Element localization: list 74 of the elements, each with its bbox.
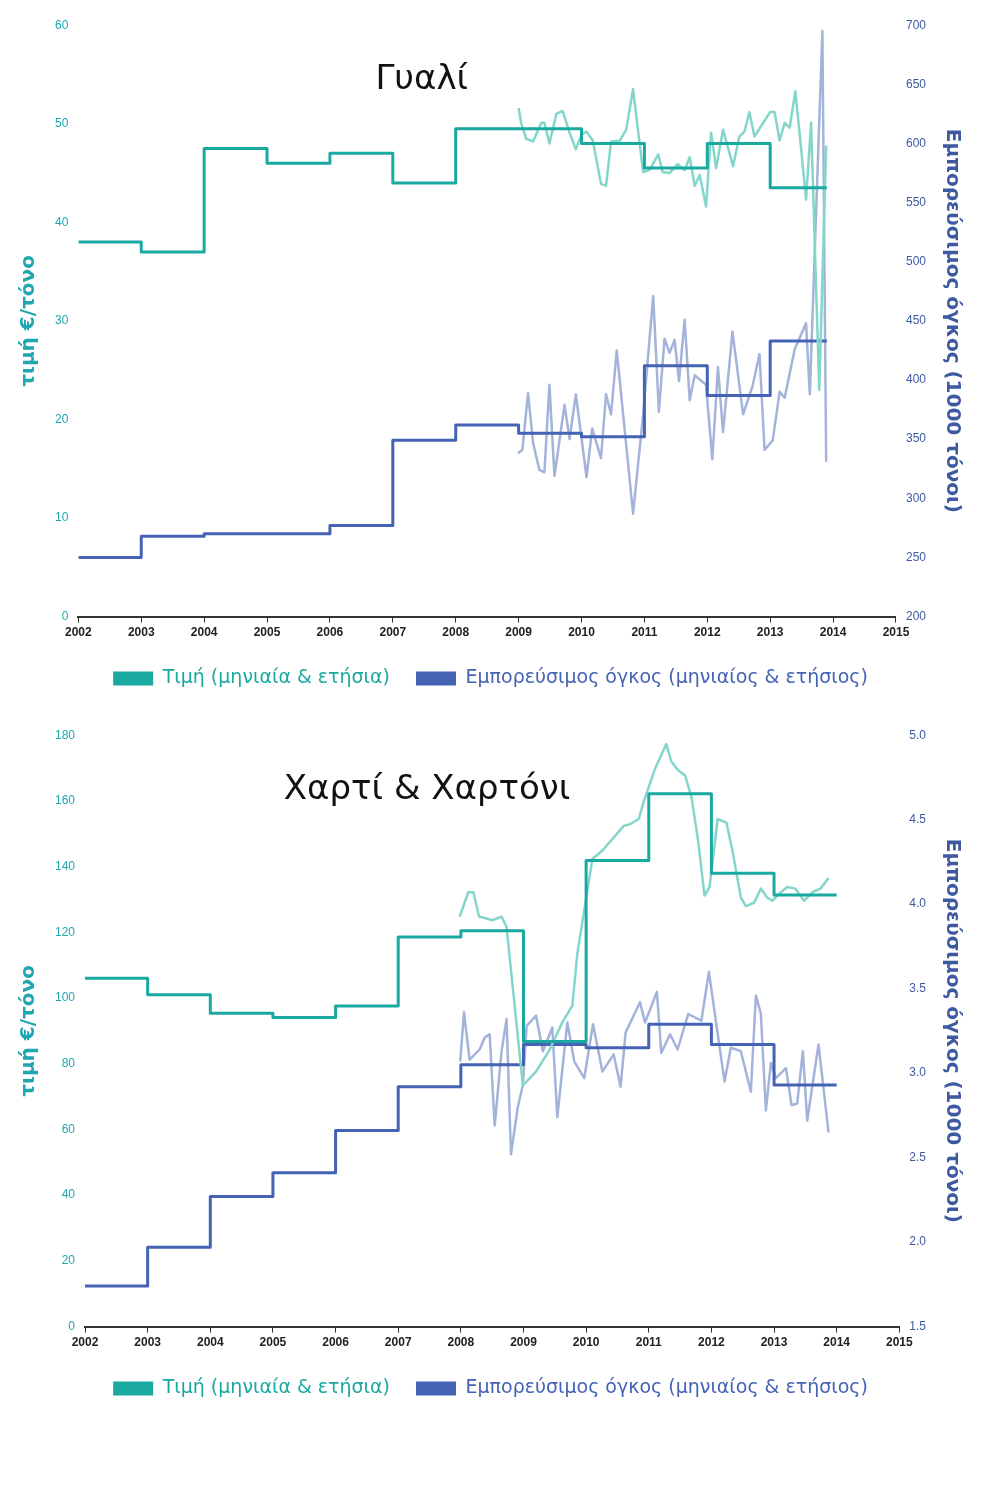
y-tick-label: 140: [54, 858, 76, 873]
x-tick-label: 2015: [882, 625, 910, 640]
y-tick-label: 40: [54, 214, 69, 229]
x-tick-label: 2009: [510, 1335, 538, 1350]
y2-axis-title: Εμπορεύσιμος όγκος (1000 τόνοι): [941, 838, 966, 1224]
legend-label: Εμπορεύσιμος όγκος (μηνιαίος & ετήσιος): [465, 1375, 868, 1398]
x-tick-label: 2010: [568, 625, 596, 640]
y2-tick-label: 550: [905, 194, 927, 209]
legend-label: Τιμή (μηνιαία & ετήσια): [161, 1375, 390, 1398]
y2-tick-label: 700: [905, 17, 927, 32]
y2-tick-label: 1.5: [909, 1318, 927, 1333]
x-tick-label: 2006: [316, 625, 344, 640]
text: Χαρτί & Χαρτόνι: [283, 767, 571, 808]
y-tick-label: 20: [61, 1253, 76, 1268]
x-tick-label: 2014: [823, 1335, 851, 1350]
y-tick-label: 60: [61, 1121, 76, 1136]
text: Γυαλί: [375, 57, 469, 98]
x-tick-label: 2012: [698, 1335, 726, 1350]
y2-tick-label: 5.0: [909, 727, 927, 742]
legend-label: Εμπορεύσιμος όγκος (μηνιαίος & ετήσιος): [465, 665, 868, 688]
x-tick-label: 2004: [190, 625, 218, 640]
y-tick-label: 0: [68, 1318, 76, 1333]
x-tick-label: 2015: [885, 1335, 913, 1350]
y-tick-label: 180: [54, 727, 76, 742]
y-tick-label: 40: [61, 1187, 76, 1202]
y-tick-label: 160: [54, 793, 76, 808]
y-tick-label: 20: [54, 411, 69, 426]
y2-tick-label: 400: [905, 372, 927, 387]
y-tick-label: 60: [54, 17, 69, 32]
y2-axis-title: Εμπορεύσιμος όγκος (1000 τόνοι): [941, 128, 966, 514]
y2-tick-label: 2.5: [909, 1149, 927, 1164]
legend-label: Τιμή (μηνιαία & ετήσια): [161, 665, 390, 688]
y2-tick-label: 500: [905, 254, 927, 269]
x-tick-label: 2003: [127, 625, 155, 640]
y2-tick-label: 600: [905, 135, 927, 150]
x-tick-label: 2012: [693, 625, 721, 640]
x-tick-label: 2010: [572, 1335, 600, 1350]
x-tick-label: 2002: [65, 625, 93, 640]
y2-tick-label: 250: [905, 549, 927, 564]
y-tick-label: 50: [54, 116, 69, 131]
y2-tick-label: 200: [905, 608, 927, 623]
x-tick-label: 2014: [819, 625, 847, 640]
x-tick-label: 2008: [442, 625, 470, 640]
y2-tick-label: 2.0: [909, 1234, 927, 1249]
x-tick-label: 2011: [631, 625, 658, 640]
y2-tick-label: 650: [905, 76, 927, 91]
x-tick-label: 2002: [71, 1335, 99, 1350]
y2-tick-label: 4.5: [909, 812, 927, 826]
x-tick-label: 2008: [447, 1335, 475, 1350]
y-tick-label: 80: [61, 1056, 76, 1071]
x-tick-label: 2003: [134, 1335, 162, 1350]
y-tick-label: 30: [54, 313, 69, 328]
y-tick-label: 0: [61, 608, 69, 623]
y2-tick-label: 3.0: [909, 1065, 927, 1080]
x-tick-label: 2007: [379, 625, 407, 640]
y2-tick-label: 350: [905, 431, 927, 446]
x-tick-label: 2006: [322, 1335, 350, 1350]
x-tick-label: 2013: [756, 625, 784, 640]
x-tick-label: 2004: [196, 1335, 224, 1350]
y-tick-label: 100: [54, 990, 76, 1005]
y2-tick-label: 3.5: [909, 980, 927, 995]
y2-tick-label: 300: [905, 490, 927, 505]
y-tick-label: 10: [54, 510, 69, 525]
x-tick-label: 2013: [760, 1335, 788, 1350]
y2-tick-label: 4.0: [909, 896, 927, 911]
y2-tick-label: 450: [905, 313, 927, 328]
x-tick-label: 2005: [253, 625, 281, 640]
x-tick-label: 2007: [384, 1335, 412, 1350]
x-tick-label: 2005: [259, 1335, 287, 1350]
x-tick-label: 2009: [505, 625, 533, 640]
y-axis-title: τιμή €/τόνο: [15, 255, 40, 387]
y-tick-label: 120: [54, 924, 76, 939]
y-axis-title: τιμή €/τόνο: [15, 965, 40, 1097]
x-tick-label: 2011: [635, 1335, 663, 1350]
